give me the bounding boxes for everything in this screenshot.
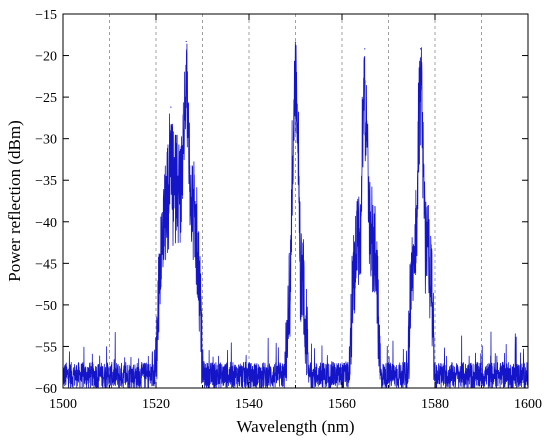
peak-point xyxy=(364,48,366,50)
peak-point xyxy=(294,41,297,43)
y-axis-title: Power reflection (dBm) xyxy=(5,120,24,281)
peak-point xyxy=(185,40,187,43)
x-tick-label: 1520 xyxy=(142,397,170,412)
y-tick-label: −40 xyxy=(35,216,57,231)
x-tick-label: 1540 xyxy=(235,397,263,412)
x-tick-label: 1580 xyxy=(421,397,449,412)
y-tick-label: −25 xyxy=(35,91,57,106)
y-tick-label: −35 xyxy=(35,174,57,189)
ticks: 1500 1520 1540 1560 1580 1600 −60 −55 −50 −45 −40 −… xyxy=(35,8,542,412)
y-tick-label: −20 xyxy=(35,50,57,65)
x-tick-label: 1500 xyxy=(49,397,77,412)
series-line xyxy=(62,42,529,389)
x-tick-label: 1560 xyxy=(328,397,356,412)
x-axis-title: Wavelength (nm) xyxy=(236,417,354,436)
y-tick-label: −15 xyxy=(35,8,57,23)
y-tick-label: −50 xyxy=(35,299,57,314)
y-tick-label: −30 xyxy=(35,133,57,148)
y-tick-label: −55 xyxy=(35,340,57,355)
y-tick-label: −45 xyxy=(35,257,57,272)
y-tick-label: −60 xyxy=(35,382,57,397)
x-tick-label: 1600 xyxy=(514,397,542,412)
series-group xyxy=(62,40,529,389)
peak-point xyxy=(170,106,172,108)
peak-point xyxy=(419,48,422,50)
